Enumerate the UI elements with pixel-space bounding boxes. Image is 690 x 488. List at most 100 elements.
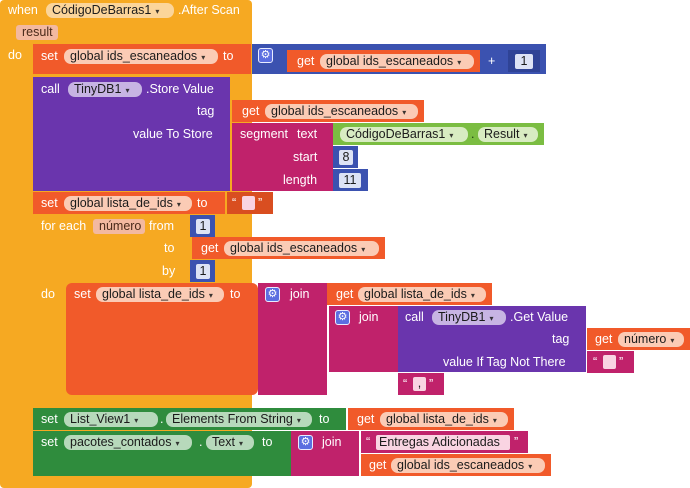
tinydb-get-component-dropdown[interactable]: TinyDB1 ▾ [432, 310, 506, 325]
chevron-down-icon: ▾ [470, 291, 475, 300]
get-numero-label: número [624, 332, 667, 346]
set-lista-var-dropdown[interactable]: global lista_de_ids ▾ [64, 196, 192, 211]
event-component-label: CódigoDeBarras1 [52, 3, 152, 17]
inner-set-var-dropdown[interactable]: global lista_de_ids ▾ [96, 287, 224, 302]
quote-open: “ [366, 435, 371, 449]
default-empty-string-field[interactable] [603, 355, 616, 369]
join2-label: join [359, 310, 379, 324]
get-lista-label: global lista_de_ids [386, 412, 489, 426]
join-label: join [290, 287, 310, 301]
to-label: to [164, 241, 175, 255]
to-var-dropdown[interactable]: global ids_escaneados ▾ [224, 241, 379, 256]
gear-icon[interactable]: ⚙ [265, 287, 280, 302]
chevron-down-icon: ▾ [361, 245, 366, 254]
tinydb-component-dropdown[interactable]: TinyDB1 ▾ [68, 82, 142, 97]
tag-var-label: global ids_escaneados [271, 104, 399, 118]
quote-open: “ [593, 355, 598, 369]
get-var-dropdown[interactable]: global ids_escaneados ▾ [320, 54, 474, 69]
get-numero-dropdown[interactable]: número ▾ [618, 332, 684, 347]
chevron-down-icon: ▾ [134, 416, 139, 425]
elements-from-string-dropdown[interactable]: Elements From String ▾ [166, 412, 312, 427]
quote-open: “ [403, 377, 408, 391]
chevron-down-icon: ▾ [155, 7, 160, 16]
get-label: get [242, 104, 260, 118]
set-var-label: global ids_escaneados [70, 49, 198, 63]
to-label: to [223, 49, 234, 63]
dot-label: . [199, 435, 203, 449]
inner-set-var-label: global lista_de_ids [102, 287, 205, 301]
dot-label: . [160, 412, 164, 426]
get-ids-final-dropdown[interactable]: global ids_escaneados ▾ [391, 458, 545, 473]
get-label: get [336, 287, 354, 301]
listview-component-dropdown[interactable]: List_View1 ▾ [64, 412, 158, 427]
text-property-dropdown[interactable]: Text ▾ [206, 435, 254, 450]
segment-block[interactable] [232, 123, 333, 191]
event-component-dropdown[interactable]: CódigoDeBarras1 ▾ [46, 3, 174, 18]
chevron-down-icon: ▾ [523, 131, 528, 140]
do-label: do [41, 287, 55, 301]
chevron-down-icon: ▾ [208, 291, 213, 300]
chevron-down-icon: ▾ [670, 336, 675, 345]
empty-string-field[interactable] [242, 196, 255, 210]
number-value[interactable]: 1 [515, 54, 533, 69]
text-label: text [297, 127, 318, 141]
from-number-value[interactable]: 1 [196, 219, 210, 234]
quote-close: ” [619, 355, 624, 369]
set-label: set [41, 412, 58, 426]
chevron-down-icon: ▾ [457, 58, 462, 67]
chevron-down-icon: ▾ [489, 314, 494, 323]
set-label: set [74, 287, 91, 301]
plus-operator: + [488, 54, 496, 68]
inner-get-var-dropdown[interactable]: global lista_de_ids ▾ [358, 287, 486, 302]
length-number-value[interactable]: 11 [339, 173, 361, 188]
start-number-value[interactable]: 8 [339, 150, 353, 165]
get-label: get [595, 332, 613, 346]
get-label: get [369, 458, 387, 472]
tag-label: tag [552, 332, 570, 346]
gear-icon[interactable]: ⚙ [258, 48, 273, 63]
segment-label: segment [240, 127, 288, 141]
quote-close: ” [258, 196, 263, 210]
quote-close: ” [514, 435, 519, 449]
get-ids-final-label: global ids_escaneados [397, 458, 525, 472]
value-if-tag-not-there-label: value If Tag Not There [443, 355, 566, 369]
barcode-component-label: CódigoDeBarras1 [346, 127, 446, 141]
value-to-store-label: value To Store [133, 127, 213, 141]
to-label: to [230, 287, 241, 301]
get-label: get [201, 241, 219, 255]
by-number-value[interactable]: 1 [196, 264, 210, 279]
chevron-down-icon: ▾ [296, 416, 301, 425]
chevron-down-icon: ▾ [492, 416, 497, 425]
result-property-dropdown[interactable]: Result ▾ [478, 127, 538, 142]
quote-close: ” [429, 377, 434, 391]
set-lista-var-label: global lista_de_ids [70, 196, 173, 210]
length-label: length [283, 173, 318, 187]
get-lista-dropdown[interactable]: global lista_de_ids ▾ [380, 412, 508, 427]
loop-var-chip[interactable]: número [93, 219, 145, 234]
barcode-component-dropdown[interactable]: CódigoDeBarras1 ▾ [340, 127, 468, 142]
entregas-string-field[interactable]: Entregas Adicionadas [376, 435, 510, 450]
get-value-method: .Get Value [510, 310, 569, 324]
pacotes-component-dropdown[interactable]: pacotes_contados ▾ [64, 435, 192, 450]
when-label: when [8, 3, 38, 17]
gear-icon[interactable]: ⚙ [298, 435, 313, 450]
tag-label: tag [197, 104, 215, 118]
comma-string-field[interactable]: , [413, 377, 426, 391]
dot-label: . [471, 127, 475, 141]
chevron-down-icon: ▾ [176, 200, 181, 209]
set-var-dropdown[interactable]: global ids_escaneados ▾ [64, 49, 218, 64]
chevron-down-icon: ▾ [125, 86, 130, 95]
get-label: get [297, 54, 315, 68]
text-property-label: Text [212, 435, 235, 449]
result-property-label: Result [484, 127, 520, 141]
to-var-label: global ids_escaneados [230, 241, 358, 255]
to-label: to [319, 412, 330, 426]
chevron-down-icon: ▾ [201, 53, 206, 62]
gear-icon[interactable]: ⚙ [335, 310, 350, 325]
set-label: set [41, 49, 58, 63]
event-param-result[interactable]: result [16, 25, 58, 40]
set-label: set [41, 196, 58, 210]
join3-label: join [322, 435, 342, 449]
call-label: call [41, 82, 60, 96]
tag-var-dropdown[interactable]: global ids_escaneados ▾ [265, 104, 418, 119]
